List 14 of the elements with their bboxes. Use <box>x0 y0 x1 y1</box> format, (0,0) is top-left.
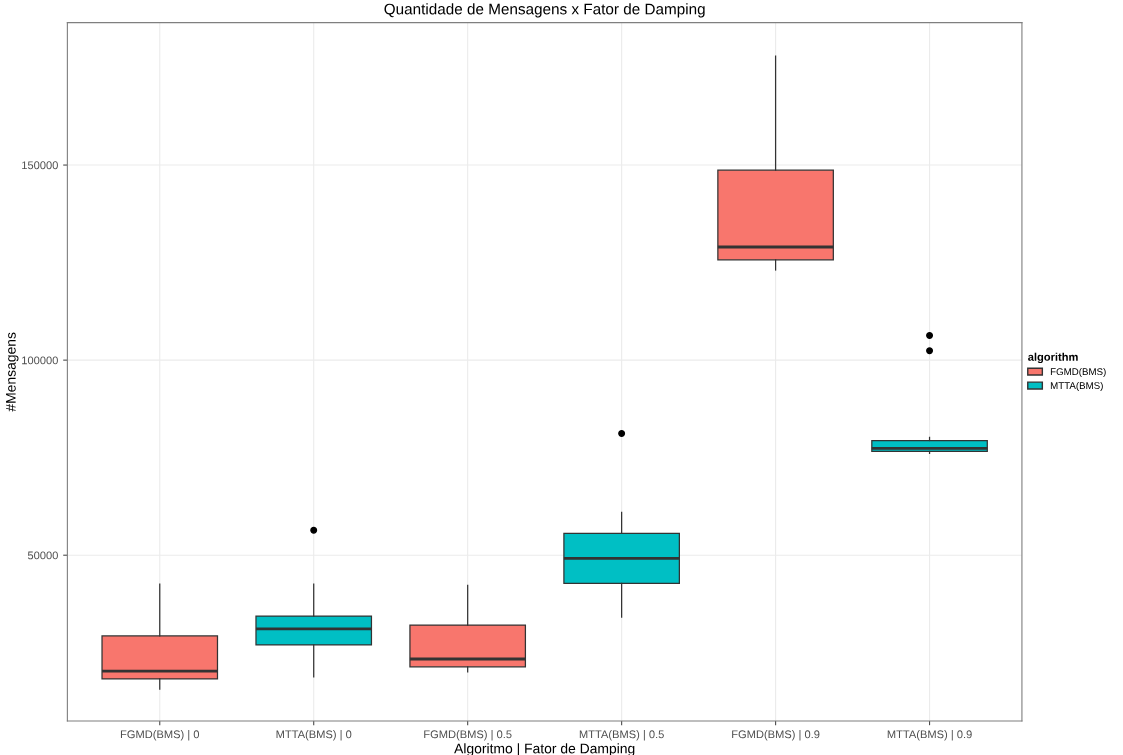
legend-label: FGMD(BMS) <box>1050 367 1106 378</box>
x-tick-label: FGMD(BMS) | 0 <box>120 730 200 741</box>
x-tick-label: MTTA(BMS) | 0.9 <box>887 730 972 741</box>
x-tick-label: MTTA(BMS) | 0.5 <box>579 730 664 741</box>
chart-title: Quantidade de Mensagens x Fator de Damping <box>384 3 705 18</box>
y-tick-label: 150000 <box>22 161 58 170</box>
x-tick-label: MTTA(BMS) | 0 <box>276 730 352 741</box>
y-tick-label: 100000 <box>22 356 58 365</box>
legend-title: algorithm <box>1028 352 1078 364</box>
legend-label: MTTA(BMS) <box>1050 381 1103 391</box>
x-tick-label: FGMD(BMS) | 0.5 <box>424 730 512 741</box>
x-tick-label: FGMD(BMS) | 0.9 <box>732 730 820 741</box>
y-tick-label: 50000 <box>27 551 58 560</box>
y-axis-title: #Mensagens <box>6 332 19 412</box>
